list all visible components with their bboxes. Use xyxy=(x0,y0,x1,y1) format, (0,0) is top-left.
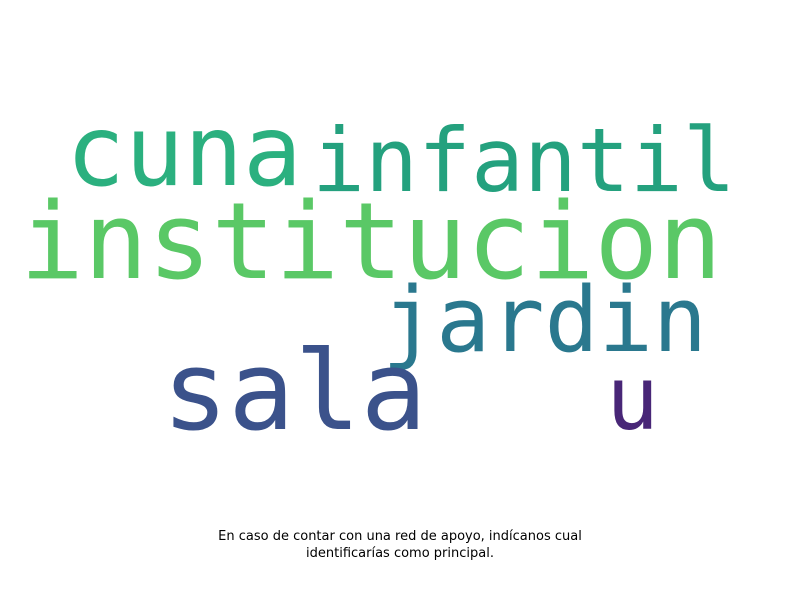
caption-line-1: En caso de contar con una red de apoyo, … xyxy=(218,529,582,544)
caption-line-2: identificarías como principal. xyxy=(306,546,494,561)
figure-caption: En caso de contar con una red de apoyo, … xyxy=(100,528,700,562)
word-infantil: infantil xyxy=(312,109,736,212)
word-jardin: jardin xyxy=(382,268,708,373)
word-u: u xyxy=(606,347,659,450)
word-cloud: cuna infantil institucion jardin sala u xyxy=(20,95,736,455)
word-cuna: cuna xyxy=(66,95,303,209)
word-institucion: institucion xyxy=(20,180,722,303)
word-sala: sala xyxy=(162,327,427,455)
